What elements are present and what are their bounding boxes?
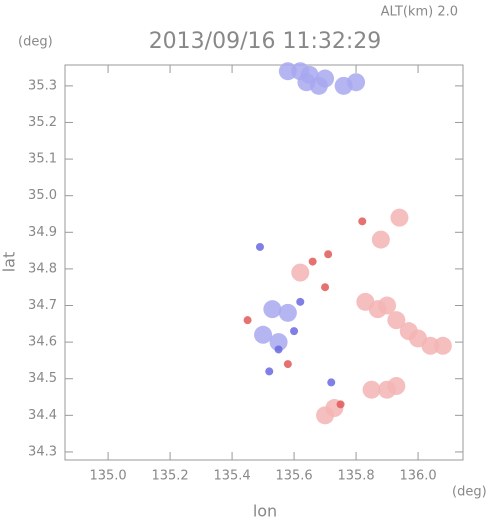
y-tick-label: 34.6: [28, 335, 57, 350]
echo-point: [308, 257, 317, 266]
echo-point: [243, 316, 252, 325]
echo-point: [433, 336, 452, 355]
echo-point: [371, 230, 390, 249]
x-tick-label: 136.0: [399, 469, 436, 484]
echo-point: [421, 336, 440, 355]
x-tick-label: 135.2: [151, 469, 188, 484]
x-tick-label: 135.8: [337, 469, 374, 484]
y-axis-label: lat: [0, 252, 19, 273]
y-tick-label: 34.3: [28, 444, 57, 459]
annotation: ALT(km) 2.0: [381, 5, 458, 20]
chart-title: 2013/09/16 11:32:29: [149, 29, 382, 54]
y-tick-label: 34.9: [28, 225, 57, 240]
echo-point: [290, 327, 299, 336]
echo-point: [278, 62, 297, 81]
echo-point: [255, 242, 264, 251]
echo-point: [390, 208, 409, 227]
echo-point: [283, 360, 292, 369]
echo-point: [296, 297, 305, 306]
y-tick-label: 34.5: [28, 371, 57, 386]
x-tick-label: 135.6: [275, 469, 312, 484]
echo-point: [387, 377, 406, 396]
y-tick-label: 35.0: [28, 188, 57, 203]
echo-point: [291, 263, 310, 282]
echo-point: [278, 303, 297, 322]
echo-point: [321, 283, 330, 292]
echo-point: [347, 73, 366, 92]
echo-point: [274, 345, 283, 354]
echo-point: [265, 367, 274, 376]
y-tick-label: 35.2: [28, 115, 57, 130]
x-tick-label: 135.0: [89, 469, 126, 484]
x-tick-label: 135.4: [213, 469, 250, 484]
echo-point: [324, 250, 333, 259]
echo-point: [254, 325, 273, 344]
y-tick-label: 34.8: [28, 261, 57, 276]
echo-point: [316, 406, 335, 425]
echo-point: [336, 400, 345, 409]
echo-point: [316, 69, 335, 88]
echo-point: [327, 378, 336, 387]
y-tick-label: 34.4: [28, 408, 57, 423]
x-unit: (deg): [452, 485, 487, 500]
y-tick-label: 35.3: [28, 78, 57, 93]
x-axis-label: lon: [253, 502, 277, 521]
y-tick-label: 34.7: [28, 298, 57, 313]
echo-point: [378, 296, 397, 315]
plot-frame: [64, 64, 464, 461]
echo-point: [362, 380, 381, 399]
echo-point: [358, 217, 367, 226]
echo-point: [263, 300, 282, 319]
y-unit: (deg): [18, 35, 53, 50]
echo-point: [269, 333, 288, 352]
y-tick-label: 35.1: [28, 152, 57, 167]
echo-point: [387, 311, 406, 330]
